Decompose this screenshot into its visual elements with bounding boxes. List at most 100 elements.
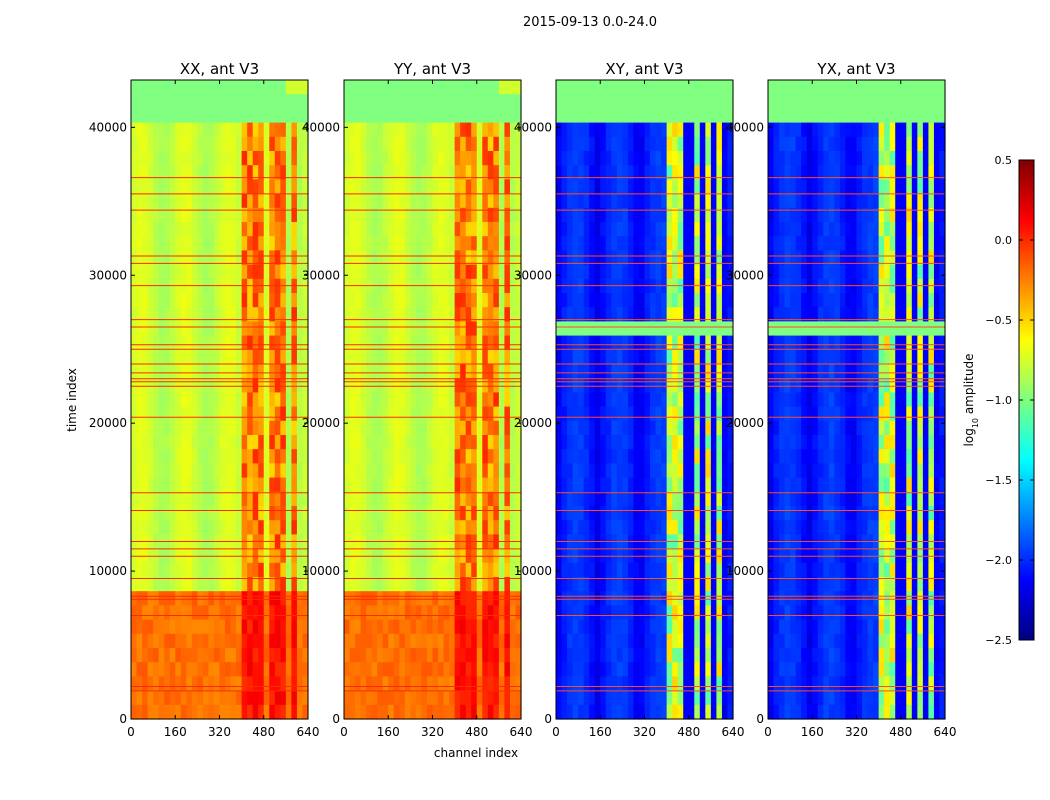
heatmap-cell — [611, 349, 618, 365]
heatmap-cell — [482, 335, 489, 351]
heatmap-cell — [694, 520, 701, 535]
heatmap-cell — [410, 577, 417, 592]
heatmap-cell — [258, 108, 265, 124]
heatmap-cell — [421, 406, 428, 422]
heatmap-cell — [443, 222, 450, 237]
heatmap-cell — [202, 633, 210, 649]
heatmap-cell — [498, 207, 506, 223]
heatmap-cell — [856, 264, 863, 280]
heatmap-cell — [404, 321, 411, 337]
heatmap-cell — [180, 307, 187, 322]
heatmap-cell — [650, 463, 657, 479]
heatmap-cell — [142, 619, 149, 635]
heatmap-cell — [504, 605, 511, 621]
heatmap-cell — [460, 80, 467, 95]
heatmap-cell — [399, 591, 406, 606]
heatmap-cell — [432, 562, 439, 578]
heatmap-cell — [666, 633, 673, 649]
heatmap-cell — [269, 165, 276, 180]
heatmap-cell — [280, 406, 287, 422]
heatmap-cell — [806, 293, 813, 308]
heatmap-cell — [164, 449, 171, 464]
heatmap-cell — [476, 392, 483, 408]
heatmap-cell — [823, 264, 830, 280]
heatmap-cell — [482, 690, 489, 706]
heatmap-cell — [672, 463, 679, 479]
heatmap-cell — [280, 193, 287, 209]
heatmap-cell — [790, 222, 797, 237]
heatmap-cell — [263, 562, 270, 578]
heatmap-cell — [219, 520, 226, 535]
y-tick-label: 10000 — [302, 564, 340, 578]
heatmap-cell — [727, 222, 734, 237]
heatmap-cell — [650, 619, 657, 635]
heatmap-cell — [594, 662, 601, 677]
heatmap-cell — [410, 80, 417, 95]
heatmap-cell — [263, 364, 270, 379]
heatmap-cell — [191, 491, 198, 507]
heatmap-cell — [366, 420, 373, 436]
heatmap-cell — [600, 662, 607, 677]
heatmap-cell — [225, 222, 232, 237]
heatmap-cell — [817, 222, 824, 237]
heatmap-cell — [939, 108, 946, 124]
heatmap-cell — [191, 364, 198, 379]
heatmap-cell — [677, 207, 684, 223]
heatmap-cell — [694, 278, 701, 294]
heatmap-cell — [136, 392, 143, 408]
heatmap-cell — [388, 165, 395, 180]
heatmap-cell — [828, 250, 835, 266]
heatmap-cell — [850, 94, 858, 109]
heatmap-cell — [393, 165, 400, 180]
heatmap-cell — [236, 264, 243, 280]
heatmap-cell — [650, 577, 657, 592]
heatmap-cell — [561, 648, 568, 663]
heatmap-cell — [589, 179, 596, 195]
heatmap-cell — [175, 236, 182, 251]
heatmap-cell — [263, 250, 270, 266]
heatmap-cell — [493, 136, 500, 152]
heatmap-cell — [906, 151, 913, 166]
heatmap-cell — [449, 477, 456, 493]
heatmap-cell — [578, 179, 585, 195]
heatmap-cell — [285, 491, 293, 507]
heatmap-cell — [727, 690, 734, 706]
heatmap-cell — [175, 122, 182, 138]
heatmap-cell — [280, 236, 287, 251]
heatmap-cell — [605, 477, 612, 493]
heatmap-cell — [241, 165, 248, 180]
heatmap-cell — [498, 420, 506, 436]
heatmap-cell — [285, 463, 293, 479]
heatmap-cell — [197, 80, 204, 95]
heatmap-cell — [258, 278, 265, 294]
heatmap-cell — [616, 577, 623, 592]
heatmap-cell — [666, 321, 673, 337]
heatmap-cell — [694, 449, 701, 464]
heatmap-cell — [839, 151, 847, 166]
heatmap-cell — [839, 264, 847, 280]
heatmap-cell — [197, 676, 204, 692]
heatmap-cell — [504, 506, 511, 521]
heatmap-cell — [131, 676, 138, 692]
heatmap-cell — [583, 108, 590, 124]
heatmap-cell — [147, 250, 154, 266]
heatmap-cell — [482, 222, 489, 237]
heatmap-cell — [627, 335, 635, 351]
heatmap-cell — [164, 463, 171, 479]
heatmap-cell — [213, 136, 221, 152]
heatmap-cell — [258, 605, 265, 621]
heatmap-cell — [616, 378, 623, 393]
heatmap-cell — [572, 378, 579, 393]
heatmap-cell — [426, 321, 434, 337]
heatmap-cell — [768, 207, 775, 223]
heatmap-cell — [922, 151, 930, 166]
heatmap-cell — [487, 207, 494, 223]
heatmap-cell — [705, 392, 712, 408]
heatmap-cell — [504, 335, 511, 351]
heatmap-cell — [498, 179, 506, 195]
heatmap-cell — [878, 278, 885, 294]
heatmap-cell — [399, 506, 406, 521]
heatmap-cell — [867, 151, 874, 166]
heatmap-cell — [633, 449, 640, 464]
heatmap-cell — [710, 420, 718, 436]
